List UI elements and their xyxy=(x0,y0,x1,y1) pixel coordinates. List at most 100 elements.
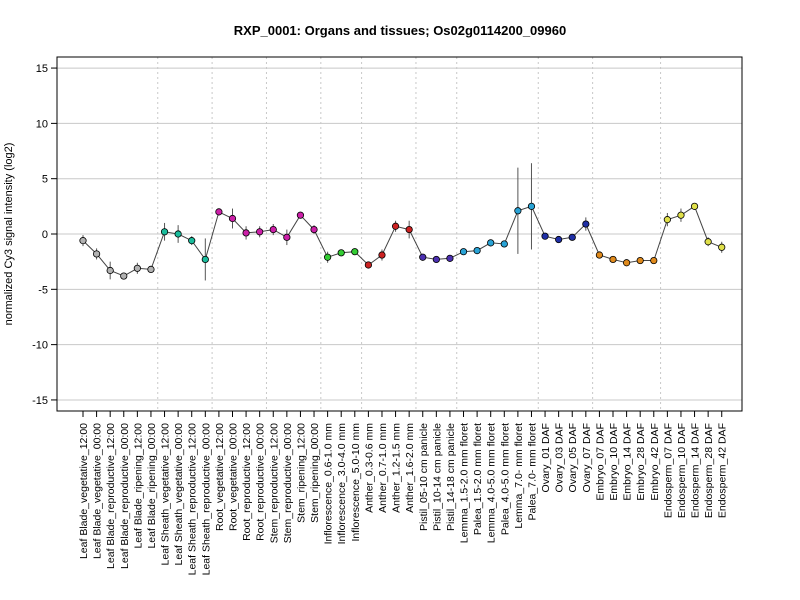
data-point xyxy=(636,256,644,265)
x-tick-label: Embryo_28 DAF xyxy=(635,423,647,501)
x-tick-label: Palea_7.0- mm floret xyxy=(526,423,538,521)
x-tick-label: Ovary_05 DAF xyxy=(567,423,579,492)
x-tick-label: Stem_ripening_12:00 xyxy=(295,423,307,523)
data-point xyxy=(609,255,617,264)
data-point xyxy=(269,225,277,234)
data-point xyxy=(337,249,345,257)
x-tick-label: Pistil_05-10 cm panicle xyxy=(418,423,430,531)
data-point xyxy=(92,250,101,258)
x-tick-label: Inflorescence_5.0-10 mm xyxy=(350,423,362,542)
data-point xyxy=(283,233,291,241)
data-point xyxy=(487,239,495,247)
x-tick-label: Inflorescence_0.6-1.0 mm xyxy=(323,423,335,545)
data-point xyxy=(174,230,182,238)
x-tick-label: Embryo_14 DAF xyxy=(622,423,634,501)
x-tick-label: Endosperm_07 DAF xyxy=(662,423,674,518)
data-point xyxy=(147,265,155,273)
x-tick-label: Leaf Blade_ripening_12:00 xyxy=(132,423,144,549)
data-point xyxy=(310,225,318,234)
data-point xyxy=(160,228,169,236)
y-tick-label: 5 xyxy=(42,174,48,186)
data-point xyxy=(79,237,87,245)
x-tick-label: Anther_0.7-1.0 mm xyxy=(377,423,389,513)
data-point xyxy=(432,255,440,264)
data-point xyxy=(391,222,400,230)
x-tick-label: Root_vegetative_12:00 xyxy=(214,423,226,531)
x-tick-label: Leaf Blade_vegetative_00:00 xyxy=(92,423,104,559)
y-axis-label: normalized Cy3 signal intensity (log2) xyxy=(3,143,15,326)
x-tick-label: Ovary_01 DAF xyxy=(540,423,552,492)
x-tick-label: Anther_0.3-0.6 mm xyxy=(363,423,375,513)
x-tick-label: Pistil_14-18 cm panicle xyxy=(445,423,457,531)
data-point xyxy=(351,248,359,256)
data-point xyxy=(459,248,468,256)
data-point xyxy=(188,237,196,245)
x-tick-label: Embryo_07 DAF xyxy=(594,423,606,501)
x-tick-label: Leaf Blade_reproductive_00:00 xyxy=(119,423,131,569)
x-tick-label: Embryo_42 DAF xyxy=(649,423,661,501)
data-point xyxy=(650,256,658,265)
x-tick-label: Ovary_03 DAF xyxy=(554,423,566,492)
x-tick-label: Endosperm_14 DAF xyxy=(690,423,702,518)
data-point xyxy=(595,251,604,259)
data-point xyxy=(527,202,536,210)
data-point xyxy=(718,243,726,251)
data-point xyxy=(690,202,699,210)
data-point xyxy=(704,238,712,246)
data-point xyxy=(568,233,576,241)
data-point xyxy=(514,207,522,215)
x-tick-label: Anther_1.2-1.5 mm xyxy=(391,423,403,513)
x-tick-label: Stem_reproductive_12:00 xyxy=(268,423,280,543)
x-tick-label: Endosperm_28 DAF xyxy=(703,423,715,518)
data-point xyxy=(582,220,590,228)
x-tick-label: Endosperm_10 DAF xyxy=(676,423,688,518)
grid-layer xyxy=(57,67,742,401)
x-tick-label: Embryo_10 DAF xyxy=(608,423,620,501)
data-point xyxy=(228,214,237,223)
data-point xyxy=(541,232,549,240)
y-tick-label: -15 xyxy=(32,395,48,407)
data-point xyxy=(242,229,250,237)
data-point xyxy=(133,264,141,272)
data-points xyxy=(79,202,726,280)
x-tick-label: Palea_4.0-5.0 mm floret xyxy=(499,423,511,535)
y-tick-label: 15 xyxy=(36,63,48,75)
group-separators xyxy=(157,57,662,411)
x-tick-label: Stem_reproductive_00:00 xyxy=(282,423,294,543)
data-point xyxy=(473,246,481,255)
data-point xyxy=(378,251,386,259)
y-tick-label: 10 xyxy=(36,118,48,130)
data-point xyxy=(677,211,685,219)
x-tick-label: Leaf Blade_reproductive_12:00 xyxy=(105,423,117,569)
x-tick-label: Ovary_07 DAF xyxy=(581,423,593,492)
x-tick-label: Leaf Sheath_vegetative_12:00 xyxy=(160,423,172,566)
y-tick-label: -5 xyxy=(38,284,48,296)
x-tick-label: Inflorescence_3.0-4.0 mm xyxy=(336,423,348,545)
x-tick-label: Lemma_4.0-5.0 mm floret xyxy=(486,423,498,543)
data-point xyxy=(555,235,563,244)
x-tick-label: Leaf Sheath_reproductive_00:00 xyxy=(200,423,212,576)
x-tick-label: Endosperm_42 DAF xyxy=(717,423,729,518)
x-tick-label: Pistil_10-14 cm panicle xyxy=(431,423,443,531)
x-tick-label: Leaf Blade_vegetative_12:00 xyxy=(78,423,90,559)
data-point xyxy=(500,240,508,248)
x-tick-label: Leaf Sheath_vegetative_00:00 xyxy=(173,423,185,566)
x-tick-label: Palea_1.5-2.0 mm floret xyxy=(472,423,484,535)
x-tick-label: Lemma_1.5-2.0 mm floret xyxy=(459,423,471,543)
data-point xyxy=(364,261,372,269)
data-point xyxy=(201,255,209,264)
data-point xyxy=(446,254,454,262)
x-tick-label: Leaf Blade_ripening_00:00 xyxy=(146,423,158,549)
chart-title: RXP_0001: Organs and tissues; Os02g01142… xyxy=(234,23,566,38)
data-point xyxy=(405,225,413,234)
x-tick-label: Anther_1.6-2.0 mm xyxy=(404,423,416,513)
x-tick-label: Lemma_7.0- mm floret xyxy=(513,423,525,529)
data-point xyxy=(215,208,223,216)
data-point xyxy=(419,253,427,261)
data-point xyxy=(296,211,305,219)
data-point xyxy=(106,266,114,275)
data-point xyxy=(663,216,671,224)
x-tick-label: Stem_ripening_00:00 xyxy=(309,423,321,523)
data-point xyxy=(324,253,332,261)
